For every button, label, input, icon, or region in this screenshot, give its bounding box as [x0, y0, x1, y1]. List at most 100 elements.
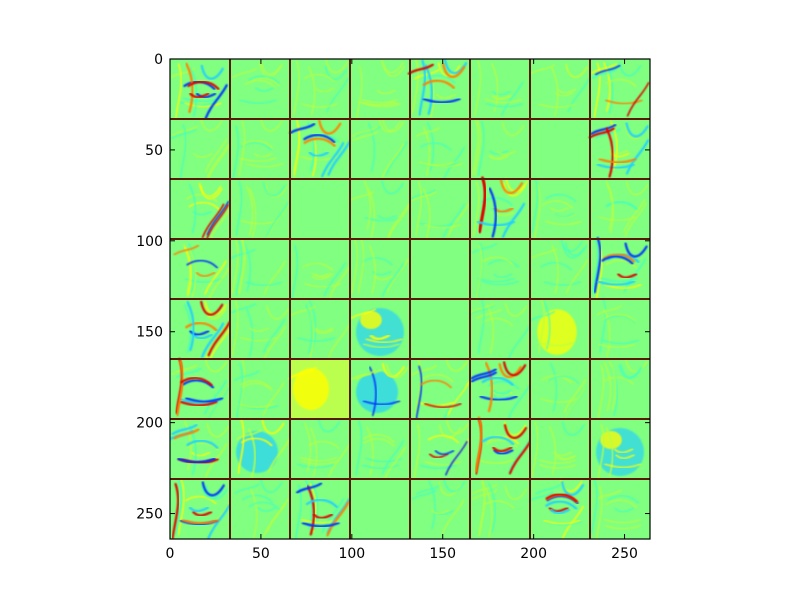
feature-map-tile [290, 239, 352, 301]
feature-map-tile [170, 179, 232, 241]
feature-stroke [469, 303, 495, 314]
tile-background [590, 479, 650, 539]
feature-stroke [355, 420, 363, 476]
feature-stroke [238, 120, 246, 176]
feature-stroke [597, 280, 636, 286]
feature-stroke [360, 98, 399, 104]
feature-stroke [538, 103, 576, 109]
feature-stroke [303, 422, 312, 472]
feature-stroke [237, 403, 275, 408]
feature-stroke [488, 483, 496, 533]
feature-stroke [496, 150, 517, 156]
feature-stroke [624, 242, 648, 258]
feature-stroke [543, 300, 551, 350]
feature-stroke [503, 424, 528, 439]
feature-stroke [267, 438, 291, 473]
feature-stroke [358, 101, 396, 106]
feature-stroke [508, 384, 531, 419]
feature-stroke [200, 64, 224, 80]
feature-stroke [179, 124, 187, 180]
feature-stroke [507, 325, 530, 360]
x-tick-label: 150 [429, 546, 456, 562]
feature-stroke [603, 253, 636, 263]
feature-stroke [606, 184, 615, 234]
feature-stroke [543, 519, 581, 525]
feature-stroke [545, 500, 578, 510]
feature-stroke [303, 133, 336, 144]
feature-stroke [189, 330, 210, 336]
x-tick-label: 0 [166, 546, 175, 562]
feature-stroke [237, 418, 245, 475]
feature-stroke [623, 198, 646, 233]
feature-map-tile [170, 117, 231, 180]
feature-stroke [603, 376, 635, 385]
feature-stroke [185, 321, 218, 332]
feature-stroke [305, 304, 313, 354]
feature-stroke [469, 304, 495, 315]
feature-stroke [531, 421, 539, 477]
feature-stroke [430, 509, 451, 514]
feature-stroke [266, 202, 289, 237]
tile-background [530, 59, 590, 119]
feature-stroke [361, 464, 400, 470]
x-axis: 0 50 100 150 200 250 [166, 59, 638, 562]
tile-background [530, 359, 590, 419]
feature-stroke [206, 423, 229, 438]
feature-stroke [192, 210, 212, 216]
feature-stroke [263, 260, 286, 295]
feature-stroke [300, 103, 338, 108]
feature-stroke [350, 369, 376, 381]
feature-stroke [185, 397, 224, 403]
tile-background [470, 479, 530, 539]
feature-stroke [377, 214, 397, 220]
feature-stroke [242, 494, 274, 504]
feature-stroke [363, 434, 395, 443]
feature-stroke [620, 363, 643, 378]
feature-stroke [443, 477, 466, 492]
feature-stroke [476, 308, 502, 320]
feature-map-tile [410, 239, 470, 299]
feature-stroke [176, 367, 202, 379]
feature-stroke [260, 117, 283, 132]
feature-stroke [206, 200, 230, 236]
feature-map-tile [230, 238, 290, 299]
feature-stroke [419, 222, 457, 228]
feature-stroke [351, 238, 358, 294]
feature-map-tile [350, 59, 410, 121]
feature-stroke [557, 455, 577, 460]
feature-stroke [625, 122, 649, 138]
feature-stroke [308, 151, 329, 158]
feature-stroke [447, 381, 470, 416]
feature-stroke [595, 485, 603, 539]
feature-stroke [590, 123, 617, 136]
feature-stroke [291, 367, 317, 378]
x-tick-label: 100 [338, 546, 365, 562]
feature-stroke [325, 59, 348, 73]
feature-stroke [200, 117, 223, 132]
feature-stroke [236, 429, 262, 440]
feature-stroke [263, 326, 286, 361]
feature-stroke [367, 122, 376, 172]
feature-stroke [423, 126, 431, 176]
feature-stroke [541, 200, 573, 209]
feature-stroke [204, 358, 228, 373]
feature-stroke [603, 308, 611, 358]
feature-map-tile [590, 179, 650, 239]
feature-stroke [474, 120, 481, 176]
feature-stroke [545, 193, 577, 203]
feature-stroke [192, 333, 213, 340]
feature-stroke [303, 283, 342, 288]
feature-stroke [605, 499, 637, 508]
feature-stroke [355, 65, 363, 121]
feature-stroke [604, 315, 636, 324]
feature-stroke [420, 142, 452, 151]
feature-stroke [255, 87, 275, 92]
feature-stroke [442, 499, 465, 534]
feature-stroke [234, 370, 260, 381]
feature-map-tile [410, 299, 470, 359]
feature-stroke [196, 92, 217, 99]
feature-stroke [618, 62, 642, 77]
feature-stroke [240, 142, 272, 151]
feature-stroke [352, 126, 378, 137]
feature-stroke [243, 242, 252, 292]
